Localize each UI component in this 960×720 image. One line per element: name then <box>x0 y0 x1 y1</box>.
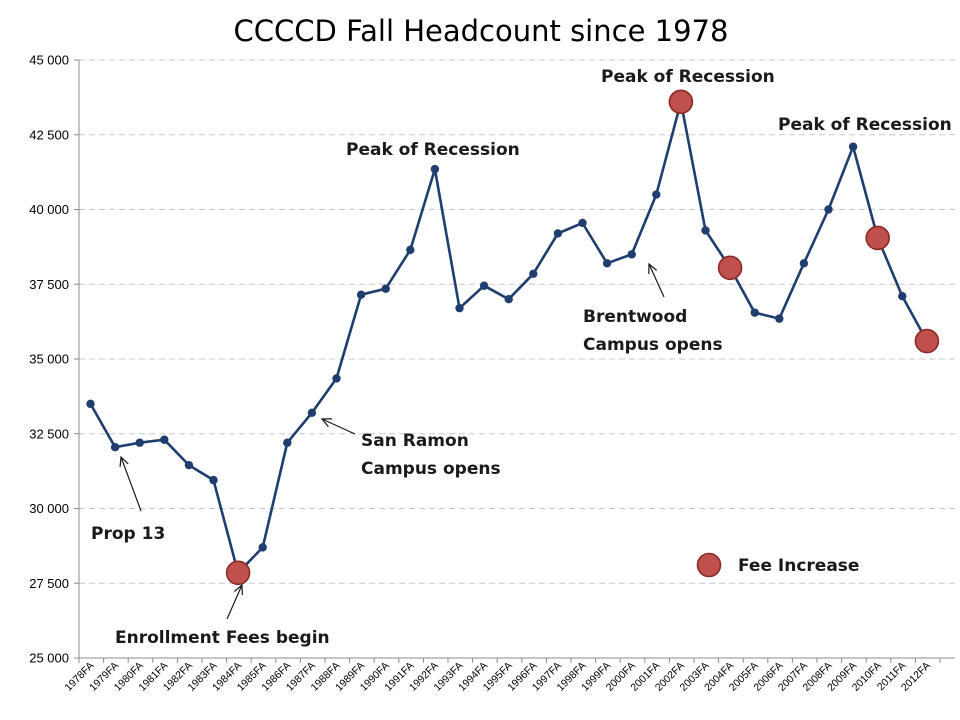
data-point <box>529 269 538 278</box>
annotation-text: Prop 13 <box>91 524 165 544</box>
annotation-arrow <box>321 418 356 435</box>
annotation-text: Campus opens <box>361 459 501 479</box>
y-tick-label: 42 500 <box>29 127 69 142</box>
data-point <box>627 250 636 259</box>
fee-increase-markers <box>225 89 940 586</box>
data-point <box>332 374 341 383</box>
y-tick-labels: 25 000 27 500 30 000 32 500 35 000 37 500 40 0… <box>29 53 69 666</box>
annotation-arrow <box>120 456 142 512</box>
data-point <box>898 292 907 301</box>
annotations: Prop 13 Enrollment Fees begin San Ramon Cam… <box>91 67 952 648</box>
annotation-text: Peak of Recession <box>601 67 775 87</box>
data-point <box>553 229 563 238</box>
annotation-text: Enrollment Fees begin <box>115 628 330 648</box>
data-point <box>775 314 784 323</box>
fee-increase-marker <box>717 255 743 281</box>
y-tick-label: 25 000 <box>29 651 69 666</box>
data-point <box>258 543 267 552</box>
y-tick-label: 37 500 <box>29 277 69 292</box>
fee-increase-marker <box>865 225 891 251</box>
data-point <box>824 205 833 214</box>
data-point <box>135 438 144 447</box>
data-point <box>848 142 858 151</box>
data-point <box>578 218 587 228</box>
data-point <box>160 435 169 444</box>
data-point <box>504 295 513 304</box>
data-point <box>652 190 661 199</box>
data-point <box>430 164 440 174</box>
data-point <box>479 281 489 290</box>
annotation-text: Peak of Recession <box>346 140 520 160</box>
annotation-arrow <box>648 263 665 298</box>
data-point <box>307 408 317 418</box>
y-tick-label: 30 000 <box>29 501 69 516</box>
annotation-text: San Ramon <box>361 431 469 451</box>
series-headcount <box>89 100 929 575</box>
annotation-arrowhead <box>648 262 658 275</box>
chart-title: CCCCD Fall Headcount since 1978 <box>234 14 729 48</box>
data-point <box>750 308 759 317</box>
data-point <box>381 284 390 293</box>
axes <box>74 59 955 663</box>
y-tick-label: 45 000 <box>29 53 69 68</box>
y-tick-label: 40 000 <box>29 202 69 217</box>
data-point <box>799 259 809 268</box>
legend: Fee Increase <box>696 552 859 578</box>
fee-increase-marker <box>225 560 251 586</box>
legend-swatch <box>696 552 722 578</box>
data-point <box>283 438 292 447</box>
y-tick-label: 32 500 <box>29 426 69 441</box>
x-tick-labels: 1978FA1979FA1980FA1981FA1982FA1983FA1984… <box>63 660 933 694</box>
annotation-arrow <box>226 584 243 620</box>
fee-increase-marker <box>914 328 940 354</box>
data-point <box>356 290 366 299</box>
annotation-text: Brentwood <box>583 307 687 327</box>
annotation-arrowhead <box>233 583 243 596</box>
gridlines <box>79 59 955 584</box>
fee-increase-marker <box>668 89 694 115</box>
annotation-arrowhead <box>320 418 333 428</box>
y-tick-label: 35 000 <box>29 352 69 367</box>
data-point <box>701 226 710 235</box>
y-tick-label: 27 500 <box>29 576 69 591</box>
annotation-text: Peak of Recession <box>778 115 952 135</box>
data-point <box>110 443 120 452</box>
annotation-text: Campus opens <box>583 335 723 355</box>
legend-label: Fee Increase <box>738 556 859 576</box>
data-point <box>406 245 415 255</box>
data-point <box>602 259 612 268</box>
data-point <box>184 460 194 470</box>
series-line <box>89 100 929 575</box>
data-points <box>86 97 932 577</box>
data-point <box>86 399 95 409</box>
data-point <box>455 303 464 313</box>
annotation-arrowhead <box>119 455 129 468</box>
data-point <box>209 475 218 485</box>
